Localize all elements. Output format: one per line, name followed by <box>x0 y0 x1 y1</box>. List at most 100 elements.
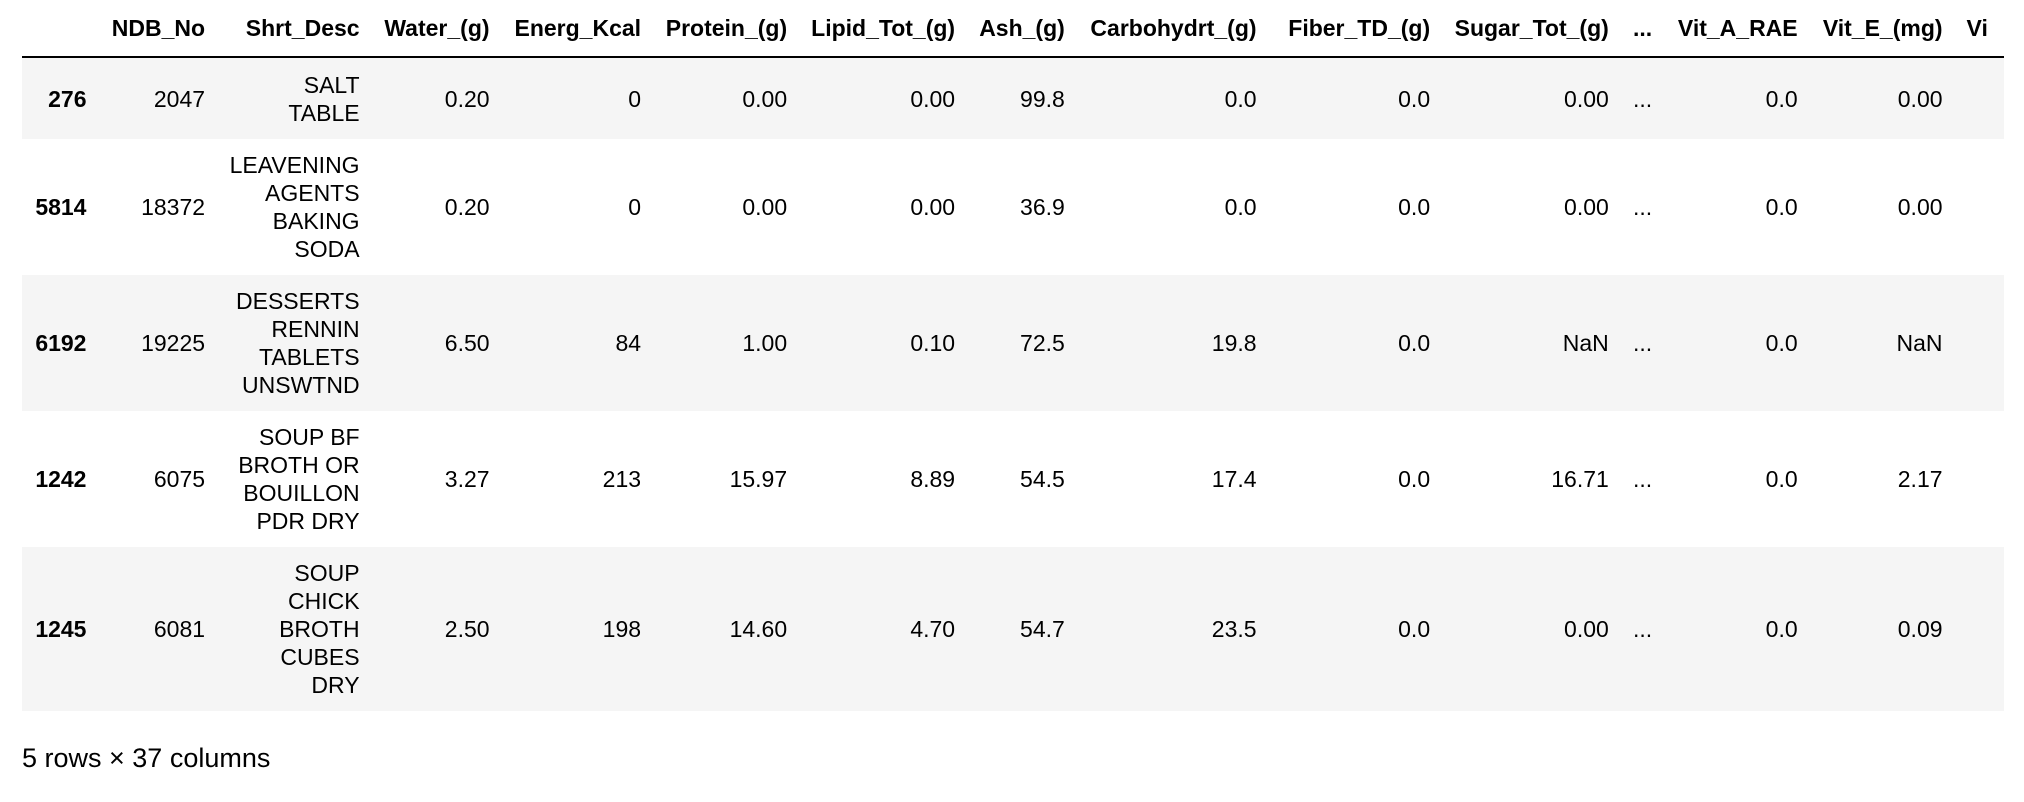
ellipsis-cell: ... <box>1633 330 1653 356</box>
table-cell: 0.00 <box>1564 194 1609 220</box>
description-line: TABLETS <box>259 344 360 370</box>
description-line: SALT <box>303 71 360 98</box>
ellipsis-cell: ... <box>1633 194 1653 220</box>
row-index: 276 <box>48 85 87 112</box>
column-header-truncated: Vi <box>1954 0 2004 58</box>
table-cell: 0 <box>628 85 642 112</box>
description-line: DRY <box>311 672 360 698</box>
table-cell: 213 <box>602 466 642 492</box>
table-cell: 0.0 <box>1765 85 1798 112</box>
table-cell: 0.0 <box>1224 194 1257 220</box>
table-cell: 0.0 <box>1765 466 1798 492</box>
table-cell: 0.20 <box>444 85 490 112</box>
description-line: SODA <box>294 236 360 262</box>
table-cell: 0.00 <box>1564 85 1609 112</box>
table-cell: 0.0 <box>1398 466 1431 492</box>
table-row: 6192 19225 DESSERTS RENNIN TABLETS UNSWT… <box>22 275 2004 411</box>
table-cell: 2.17 <box>1897 466 1943 492</box>
row-index: 6192 <box>35 330 87 356</box>
description-cell: SOUP BF BROTH OR BOUILLON PDR DRY <box>217 411 372 547</box>
table-cell: NaN <box>1896 330 1943 356</box>
description-line: RENNIN <box>271 316 360 342</box>
table-cell: 23.5 <box>1211 616 1257 642</box>
column-header: Vit_E_(mg) <box>1809 0 1955 58</box>
table-cell: 0.10 <box>910 330 956 356</box>
table-cell: 3.27 <box>444 466 490 492</box>
table-cell: 54.5 <box>1020 466 1065 492</box>
table-cell: 1.00 <box>742 330 788 356</box>
description-line: DESSERTS <box>236 288 360 314</box>
table-cell: 0.00 <box>1897 85 1943 112</box>
dataframe-table: NDB_No Shrt_Desc Water_(g) Energ_Kcal Pr… <box>22 0 2004 711</box>
table-row: 1242 6075 SOUP BF BROTH OR BOUILLON PDR … <box>22 411 2004 547</box>
table-cell: 99.8 <box>1020 85 1065 112</box>
table-cell: 0.20 <box>444 194 490 220</box>
row-index: 5814 <box>35 194 87 220</box>
column-header: Sugar_Tot_(g) <box>1442 0 1621 58</box>
ellipsis-cell: ... <box>1633 466 1653 492</box>
table-cell: 0.0 <box>1398 85 1431 112</box>
table-row: 276 2047 SALT TABLE 0.20 0 0.00 0.00 99.… <box>22 57 2004 139</box>
table-cell: 15.97 <box>729 466 788 492</box>
table-cell: 4.70 <box>910 616 956 642</box>
column-header: Protein_(g) <box>653 0 800 58</box>
dataframe-shape-caption: 5 rows × 37 columns <box>22 743 271 773</box>
table-cell: 0.0 <box>1765 330 1798 356</box>
table-cell: 0.00 <box>910 85 956 112</box>
index-header <box>22 0 99 58</box>
table-cell: 0.0 <box>1765 194 1798 220</box>
table-cell: 17.4 <box>1211 466 1257 492</box>
table-cell: 2.50 <box>444 616 490 642</box>
description-line: BROTH OR <box>238 452 360 478</box>
table-cell: 6.50 <box>444 330 490 356</box>
table-cell: 6075 <box>153 466 206 492</box>
column-header: Water_(g) <box>371 0 502 58</box>
ellipsis-cell: ... <box>1633 85 1653 112</box>
table-row: 1245 6081 SOUP CHICK BROTH CUBES DRY 2.5… <box>22 547 2004 711</box>
column-header: Carbohydrt_(g) <box>1076 0 1269 58</box>
description-cell: SOUP CHICK BROTH CUBES DRY <box>217 547 372 711</box>
description-line: SOUP <box>294 560 360 586</box>
column-header: Ash_(g) <box>967 0 1077 58</box>
table-cell: 84 <box>615 330 642 356</box>
table-cell: 0.00 <box>742 85 788 112</box>
column-header: Fiber_TD_(g) <box>1268 0 1443 58</box>
table-cell: 0.0 <box>1765 616 1798 642</box>
description-line: CUBES <box>280 644 360 670</box>
table-cell: 36.9 <box>1020 194 1065 220</box>
table-cell: 72.5 <box>1020 330 1065 356</box>
table-cell: 198 <box>602 616 642 642</box>
table-cell: 19.8 <box>1211 330 1257 356</box>
table-cell: 0.00 <box>910 194 956 220</box>
column-header: NDB_No <box>98 0 218 58</box>
row-index: 1245 <box>35 616 87 642</box>
table-cell <box>1955 57 2004 139</box>
dataframe-table-container: NDB_No Shrt_Desc Water_(g) Energ_Kcal Pr… <box>22 0 2004 714</box>
description-cell: SALT TABLE <box>217 57 372 139</box>
table-cell: 6081 <box>153 616 206 642</box>
description-line: BOUILLON <box>243 480 360 506</box>
table-cell: 0.09 <box>1897 616 1943 642</box>
table-cell: NaN <box>1562 330 1609 356</box>
table-cell <box>1955 547 2004 711</box>
description-cell: LEAVENING AGENTS BAKING SODA <box>217 139 372 275</box>
table-cell <box>1955 411 2004 547</box>
column-header: Vit_A_RAE <box>1664 0 1810 58</box>
table-cell: 0.0 <box>1398 616 1431 642</box>
header-row: NDB_No Shrt_Desc Water_(g) Energ_Kcal Pr… <box>22 0 2004 58</box>
table-row: 5814 18372 LEAVENING AGENTS BAKING SODA … <box>22 139 2004 275</box>
table-cell: 0.00 <box>742 194 788 220</box>
description-line: LEAVENING <box>229 152 360 178</box>
table-cell: 0.0 <box>1398 330 1431 356</box>
description-line: PDR DRY <box>256 508 360 534</box>
description-line: CHICK <box>288 588 360 614</box>
column-header: Shrt_Desc <box>217 0 372 58</box>
column-header: Energ_Kcal <box>501 0 654 58</box>
table-cell: 54.7 <box>1020 616 1065 642</box>
row-index: 1242 <box>35 466 87 492</box>
table-cell <box>1955 139 2004 275</box>
description-cell: DESSERTS RENNIN TABLETS UNSWTND <box>217 275 372 411</box>
table-cell: 16.71 <box>1551 466 1609 492</box>
column-header-ellipsis: ... <box>1620 0 1665 58</box>
ellipsis-cell: ... <box>1633 616 1653 642</box>
